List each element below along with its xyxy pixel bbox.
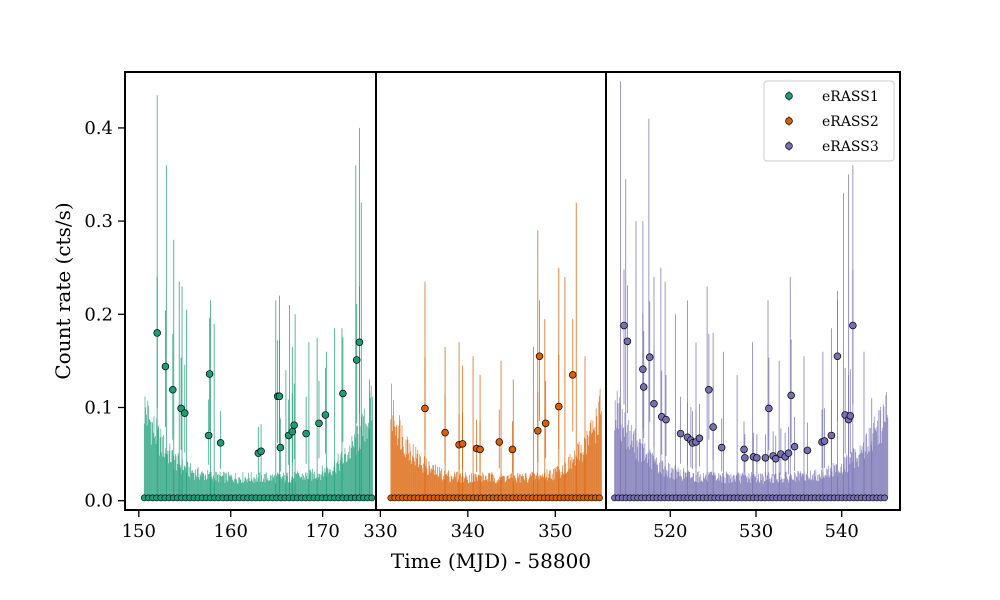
data-point: [771, 454, 780, 463]
data-point: [639, 383, 648, 391]
data-point: [535, 352, 544, 360]
data-point: [161, 362, 170, 371]
legend-label: eRASS3: [822, 139, 879, 155]
data-point: [495, 438, 504, 446]
y-tick-label: 0.3: [84, 211, 113, 232]
legend-marker: [785, 92, 793, 100]
zero-point: [881, 494, 888, 502]
data-point: [705, 386, 713, 394]
panel-frame: [124, 71, 377, 511]
data-point: [290, 421, 298, 429]
data-point: [181, 409, 189, 417]
y-tick-label: 0.0: [84, 491, 113, 512]
data-point: [761, 454, 770, 462]
legend-label: eRASS1: [822, 89, 879, 105]
y-tick-label: 0.2: [84, 304, 113, 325]
data-point: [339, 389, 347, 398]
zero-point: [368, 494, 376, 502]
data-point: [302, 429, 310, 438]
data-point: [827, 431, 836, 440]
data-point: [695, 434, 704, 442]
y-axis-label: Count rate (cts/s): [51, 202, 75, 379]
data-point: [421, 404, 429, 413]
data-point: [534, 427, 542, 435]
data-point: [784, 449, 793, 457]
data-point: [276, 443, 285, 452]
data-point: [620, 321, 628, 330]
data-point: [169, 386, 177, 394]
x-tick-label: 340: [451, 521, 485, 542]
data-point: [741, 454, 749, 462]
data-point: [662, 415, 670, 424]
data-point: [676, 429, 685, 438]
legend-frame: [763, 80, 895, 162]
data-point: [555, 402, 563, 411]
data-point: [753, 454, 761, 462]
data-point: [257, 447, 265, 456]
data-point: [790, 442, 799, 451]
panel-erass3: 520 530 540: [605, 71, 901, 542]
data-point: [275, 392, 284, 401]
zero-point: [596, 494, 603, 502]
legend: eRASS1 eRASS2 eRASS3: [763, 80, 895, 162]
data-point: [765, 404, 773, 413]
data-point: [740, 445, 748, 454]
panel-layer: 150 160 170 330 340 350 520 530 540 0.0 0.1 0.2 0.3 0…: [84, 71, 901, 542]
data-point: [205, 370, 214, 378]
x-tick-label: 520: [653, 521, 687, 542]
data-point: [352, 356, 361, 364]
x-tick-label: 540: [825, 521, 859, 542]
panel-frame: [605, 71, 901, 511]
x-tick-label: 150: [122, 521, 156, 542]
x-axis-label: Time (MJD) - 58800: [391, 549, 591, 573]
data-point: [355, 338, 364, 347]
data-point: [153, 329, 161, 337]
x-tick-label: 350: [538, 521, 572, 542]
data-point: [441, 428, 449, 437]
data-point: [645, 353, 654, 361]
data-point: [820, 437, 829, 445]
panel-erass2: 330 340 350: [363, 71, 607, 542]
x-tick-label: 170: [305, 521, 339, 542]
data-point: [541, 419, 550, 428]
data-point: [623, 337, 632, 346]
data-point: [216, 439, 225, 447]
data-point: [458, 440, 467, 448]
data-point: [569, 371, 577, 379]
data-point: [321, 411, 330, 419]
legend-marker: [785, 142, 793, 150]
data-point: [709, 423, 717, 431]
data-point: [315, 419, 323, 428]
data-point: [476, 445, 484, 454]
panel-erass1: 150 160 170: [122, 71, 377, 542]
panel-frame: [375, 71, 607, 511]
data-point: [849, 321, 857, 330]
x-tick-label: 160: [214, 521, 248, 542]
data-point: [639, 365, 647, 374]
y-tick-label: 0.4: [84, 118, 113, 139]
data-point: [787, 391, 795, 400]
data-point: [650, 400, 658, 408]
data-point: [833, 352, 842, 360]
data-point: [204, 431, 213, 440]
data-point: [288, 427, 297, 436]
data-point: [846, 412, 855, 420]
legend-label: eRASS2: [822, 114, 879, 130]
data-point: [717, 443, 726, 452]
y-tick-label: 0.1: [84, 397, 113, 418]
x-tick-label: 530: [739, 521, 773, 542]
data-point: [803, 446, 812, 455]
legend-marker: [785, 117, 793, 125]
data-point: [508, 445, 517, 454]
x-tick-label: 330: [363, 521, 397, 542]
